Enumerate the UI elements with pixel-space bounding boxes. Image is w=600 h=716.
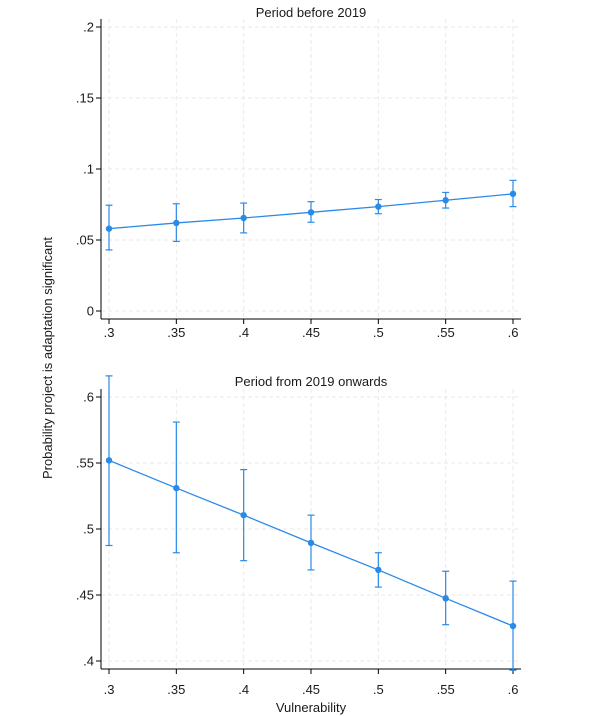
y-axis-title: Probability project is adaptation signif… [40,237,55,479]
data-point [375,566,382,574]
x-tick-label: .3 [104,682,115,697]
y-tick-label: .2 [83,20,94,35]
y-tick-label: .4 [83,654,94,669]
data-point [509,622,517,630]
data-point [240,214,247,222]
data-point [173,219,180,227]
x-tick-label: .55 [437,325,455,340]
x-tick-label: .35 [167,682,185,697]
y-tick-label: 0 [87,304,94,319]
panel-title: Period from 2019 onwards [235,374,388,389]
x-tick-label: .6 [508,682,519,697]
y-tick-label: .45 [76,588,94,603]
x-tick-label: .3 [104,325,115,340]
data-point [105,225,113,232]
x-tick-label: .4 [238,325,249,340]
x-axis-title: Vulnerability [276,700,347,715]
data-point [375,203,382,210]
x-tick-label: .45 [302,682,320,697]
y-tick-label: .6 [83,390,94,405]
y-tick-label: .15 [76,91,94,106]
data-point [307,209,315,216]
y-tick-label: .1 [83,162,94,177]
data-point [509,190,517,198]
x-tick-label: .35 [167,325,185,340]
x-tick-label: .5 [373,682,384,697]
y-tick-label: .55 [76,456,94,471]
data-point [105,457,113,464]
panel-title: Period before 2019 [256,5,367,20]
x-tick-label: .55 [437,682,455,697]
data-point [307,539,315,547]
data-point [240,511,247,519]
x-tick-label: .6 [508,325,519,340]
panel-from-2019-onwards: Period from 2019 onwards .4 .45 .5 .55 .6 .3 .3… [76,374,521,697]
y-tick-label: .05 [76,233,94,248]
y-tick-label: .5 [83,522,94,537]
x-tick-label: .45 [302,325,320,340]
panel-before-2019: Period before 2019 0 .05 .1 .15 .2 .3 .35 .4 .45.… [76,5,521,340]
x-tick-label: .5 [373,325,384,340]
x-tick-label: .4 [238,682,249,697]
data-point [442,197,449,204]
data-point [442,595,449,602]
data-point [173,484,180,492]
